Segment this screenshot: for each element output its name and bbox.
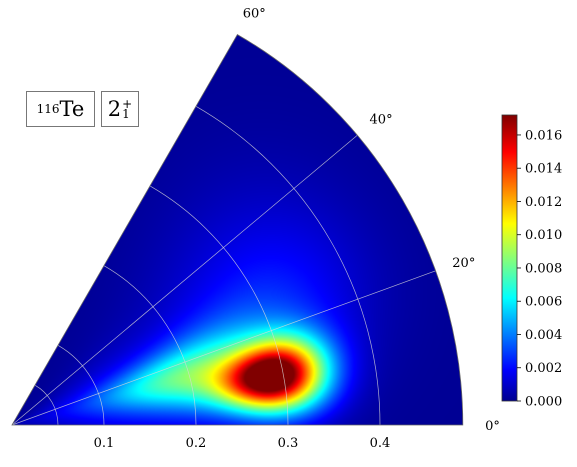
colorbar-tick-label: 0.008 (525, 261, 562, 276)
radial-tick-label: 0.4 (370, 436, 391, 451)
radial-tick-labels: 0.1 0.2 0.3 0.4 (94, 436, 391, 451)
grid-arc (195, 105, 381, 426)
colorbar-tick-label: 0.002 (525, 361, 562, 376)
colorbar-tick-label: 0.014 (525, 162, 562, 177)
state-label: 2 +1 (101, 91, 139, 127)
radial-tick-label: 0.1 (94, 436, 115, 451)
nucleus-label: 116 Te (26, 91, 95, 127)
radial-tick-label: 0.3 (278, 436, 299, 451)
grid-arc (103, 265, 197, 426)
colorbar-tick-label: 0.006 (525, 295, 562, 310)
nucleus-symbol: Te (59, 97, 85, 121)
colorbar-tick-label: 0.016 (525, 128, 562, 143)
colorbar-tick-label: 0.000 (525, 395, 562, 410)
angular-tick-label: 20° (452, 256, 475, 271)
colorbar-tick-label: 0.010 (525, 228, 562, 243)
angular-tick-label: 40° (370, 113, 393, 128)
sector-outline (11, 34, 464, 426)
colorbar (501, 114, 518, 402)
grid-arc (149, 185, 289, 426)
polar-grid (11, 105, 436, 426)
grid-ray (11, 134, 358, 426)
colorbar-tick-label: 0.004 (525, 328, 562, 343)
grid-arc (34, 384, 59, 426)
density-heatmap (12, 34, 463, 425)
angular-tick-labels: 0° 20° 40° 60° (243, 6, 500, 434)
state-value: 2 (107, 97, 122, 121)
colorbar-tick-label: 0.012 (525, 195, 562, 210)
colorbar-tick-labels: 0.000 0.002 0.004 0.006 0.008 0.010 0.012 0.014… (517, 128, 562, 410)
nucleus-mass: 116 (36, 102, 60, 116)
radial-tick-label: 0.2 (186, 436, 207, 451)
grid-ray (11, 270, 436, 426)
angular-tick-label: 0° (485, 419, 500, 434)
state-parity: + (122, 97, 133, 111)
state-index: 1 (122, 107, 130, 121)
angular-tick-label: 60° (243, 6, 266, 21)
grid-arc (57, 345, 105, 426)
